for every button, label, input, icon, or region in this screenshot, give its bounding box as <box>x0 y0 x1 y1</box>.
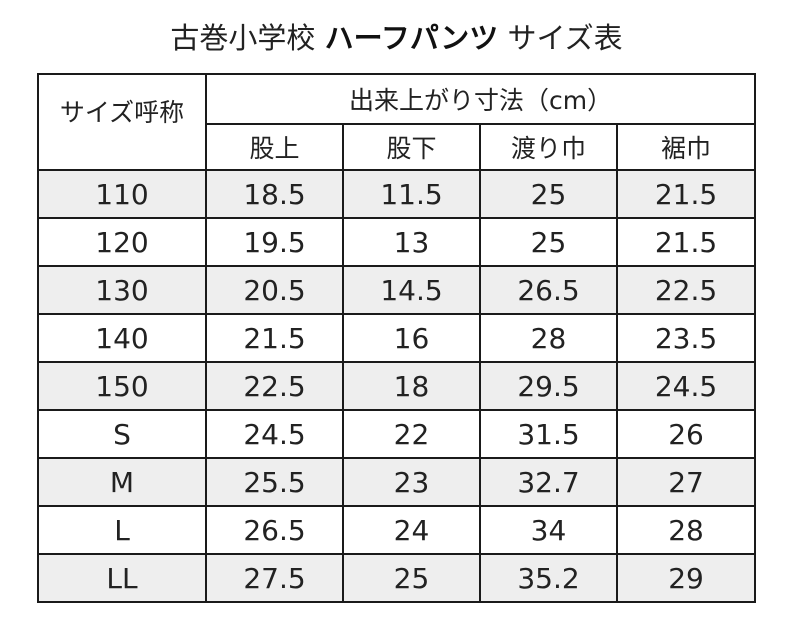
thigh-width-cell: 25 <box>479 217 618 267</box>
size-cell: L <box>37 505 207 555</box>
rise-cell: 27.5 <box>205 553 344 603</box>
inseam-cell: 11.5 <box>342 169 481 219</box>
size-cell: LL <box>37 553 207 603</box>
rise-cell: 21.5 <box>205 313 344 363</box>
hem-width-cell: 24.5 <box>615 361 757 411</box>
table-row: 110 18.5 11.5 25 21.5 <box>37 169 757 219</box>
table-row: 140 21.5 16 28 23.5 <box>37 313 757 363</box>
size-cell: S <box>37 409 207 459</box>
thigh-width-cell: 35.2 <box>479 553 618 603</box>
inseam-cell: 13 <box>342 217 481 267</box>
hem-width-cell: 22.5 <box>615 265 757 315</box>
hem-width-cell: 26 <box>615 409 757 459</box>
size-cell: 120 <box>37 217 207 267</box>
rise-cell: 20.5 <box>205 265 344 315</box>
table-row: M 25.5 23 32.7 27 <box>37 457 757 507</box>
inseam-cell: 25 <box>342 553 481 603</box>
size-table: サイズ呼称 出来上がり寸法（cm） 股上 股下 渡り巾 裾巾 110 18.5 … <box>37 73 757 603</box>
column-header-hem-width: 裾巾 <box>615 123 757 171</box>
rise-cell: 18.5 <box>205 169 344 219</box>
hem-width-cell: 21.5 <box>615 169 757 219</box>
rise-cell: 25.5 <box>205 457 344 507</box>
table-row: 150 22.5 18 29.5 24.5 <box>37 361 757 411</box>
thigh-width-cell: 31.5 <box>479 409 618 459</box>
column-header-inseam: 股下 <box>342 123 481 171</box>
thigh-width-cell: 26.5 <box>479 265 618 315</box>
rise-cell: 26.5 <box>205 505 344 555</box>
table-row: 120 19.5 13 25 21.5 <box>37 217 757 267</box>
table-row: L 26.5 24 34 28 <box>37 505 757 555</box>
title-item: ハーフパンツ <box>324 21 499 55</box>
page-title: 古巻小学校 ハーフパンツ サイズ表 <box>0 18 793 58</box>
size-header: サイズ呼称 <box>37 73 207 171</box>
rise-cell: 19.5 <box>205 217 344 267</box>
rise-cell: 24.5 <box>205 409 344 459</box>
inseam-cell: 16 <box>342 313 481 363</box>
thigh-width-cell: 25 <box>479 169 618 219</box>
inseam-cell: 23 <box>342 457 481 507</box>
hem-width-cell: 29 <box>615 553 757 603</box>
hem-width-cell: 28 <box>615 505 757 555</box>
inseam-cell: 22 <box>342 409 481 459</box>
inseam-cell: 24 <box>342 505 481 555</box>
size-cell: 140 <box>37 313 207 363</box>
thigh-width-cell: 28 <box>479 313 618 363</box>
table-row: 130 20.5 14.5 26.5 22.5 <box>37 265 757 315</box>
table-row: S 24.5 22 31.5 26 <box>37 409 757 459</box>
group-header: 出来上がり寸法（cm） <box>204 73 757 125</box>
size-cell: M <box>37 457 207 507</box>
inseam-cell: 18 <box>342 361 481 411</box>
rise-cell: 22.5 <box>205 361 344 411</box>
hem-width-cell: 21.5 <box>615 217 757 267</box>
title-school: 古巻小学校 <box>170 21 325 55</box>
size-cell: 130 <box>37 265 207 315</box>
table-row: LL 27.5 25 35.2 29 <box>37 553 757 603</box>
inseam-cell: 14.5 <box>342 265 481 315</box>
hem-width-cell: 27 <box>615 457 757 507</box>
size-cell: 110 <box>37 169 207 219</box>
thigh-width-cell: 34 <box>479 505 618 555</box>
thigh-width-cell: 29.5 <box>479 361 618 411</box>
title-suffix: サイズ表 <box>498 21 623 55</box>
column-header-thigh-width: 渡り巾 <box>479 123 618 171</box>
size-cell: 150 <box>37 361 207 411</box>
column-header-rise: 股上 <box>205 123 344 171</box>
hem-width-cell: 23.5 <box>615 313 757 363</box>
thigh-width-cell: 32.7 <box>479 457 618 507</box>
